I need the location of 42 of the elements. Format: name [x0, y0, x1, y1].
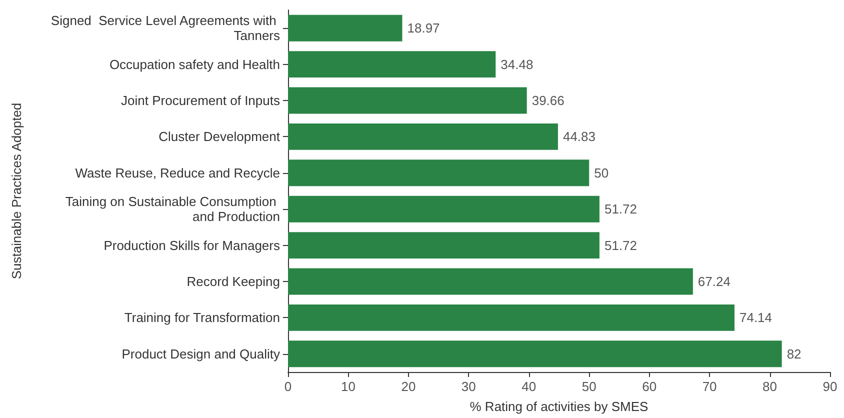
x-tick-label: 90: [822, 379, 838, 394]
data-label: 82: [786, 346, 802, 362]
x-tick-label: 20: [401, 379, 416, 394]
x-tick-label: 70: [702, 379, 717, 394]
y-tick-label: Production Skills for Managers: [104, 238, 280, 253]
y-tick-label: Signed Service Level Agreements with Tanners: [50, 13, 280, 44]
x-tick-label: 50: [582, 379, 596, 394]
y-tick-label: Joint Procurement of Inputs: [121, 93, 280, 108]
bar: [288, 340, 782, 368]
data-label: 44.83: [562, 129, 596, 144]
y-tick-label: Occupation safety and Health: [109, 56, 280, 72]
bar: [288, 51, 496, 78]
y-tick-label: Product Design and Quality: [122, 346, 280, 362]
data-label: 74.14: [739, 310, 772, 326]
data-label: 34.48: [500, 56, 534, 72]
y-tick-label: Waste Reuse, Reduce and Recycle: [75, 165, 280, 180]
bar: [288, 123, 558, 150]
data-label: 50: [594, 165, 609, 180]
y-tick-label: Cluster Development: [158, 129, 280, 144]
bar: [288, 14, 402, 42]
y-tick-label: Record Keeping: [186, 274, 280, 289]
x-tick-label: 80: [762, 379, 778, 394]
y-tick-label: Training for Transformation: [124, 310, 280, 326]
bar: [288, 268, 693, 295]
data-label: 51.72: [604, 238, 638, 253]
data-label: 51.72: [604, 202, 638, 217]
bar: [288, 304, 734, 331]
bar: [288, 196, 600, 222]
x-tick-label: 10: [340, 379, 356, 394]
data-label: 67.24: [698, 274, 730, 289]
bar: [288, 87, 527, 114]
y-axis-title: Sustainable Practices Adopted: [9, 102, 24, 280]
bar: [288, 160, 590, 186]
data-label: 18.97: [407, 20, 440, 36]
x-tick-label: 40: [522, 379, 536, 394]
x-tick-label: 0: [284, 379, 292, 394]
x-axis-title: % Rating of activities by SMES: [470, 399, 649, 414]
y-tick-label: Taining on Sustainable Consumption and Production: [65, 194, 280, 224]
x-tick-label: 60: [642, 379, 657, 394]
x-tick-label: 30: [461, 379, 476, 394]
data-label: 39.66: [532, 93, 564, 108]
bar: [288, 232, 600, 259]
